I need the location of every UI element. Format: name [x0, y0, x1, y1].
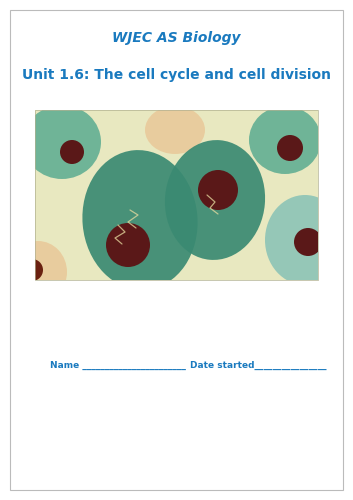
Text: Unit 1.6: The cell cycle and cell division: Unit 1.6: The cell cycle and cell divisi… — [22, 68, 330, 82]
Ellipse shape — [82, 150, 198, 290]
Circle shape — [294, 228, 322, 256]
Circle shape — [21, 259, 43, 281]
Text: Date started________________: Date started________________ — [190, 360, 327, 370]
Bar — [35, 110, 318, 280]
Ellipse shape — [201, 281, 279, 349]
Ellipse shape — [9, 241, 67, 303]
Text: Name _______________________: Name _______________________ — [50, 360, 186, 370]
Circle shape — [228, 298, 256, 326]
Ellipse shape — [293, 282, 343, 338]
Circle shape — [106, 223, 150, 267]
Circle shape — [277, 135, 303, 161]
Ellipse shape — [165, 140, 265, 260]
Ellipse shape — [145, 106, 205, 154]
Circle shape — [305, 300, 325, 320]
Ellipse shape — [23, 105, 101, 179]
Text: WJEC AS Biology: WJEC AS Biology — [112, 31, 240, 45]
Ellipse shape — [249, 106, 321, 174]
Ellipse shape — [125, 300, 205, 344]
Circle shape — [60, 140, 84, 164]
Bar — [35, 110, 318, 280]
Ellipse shape — [265, 195, 345, 285]
Circle shape — [198, 170, 238, 210]
